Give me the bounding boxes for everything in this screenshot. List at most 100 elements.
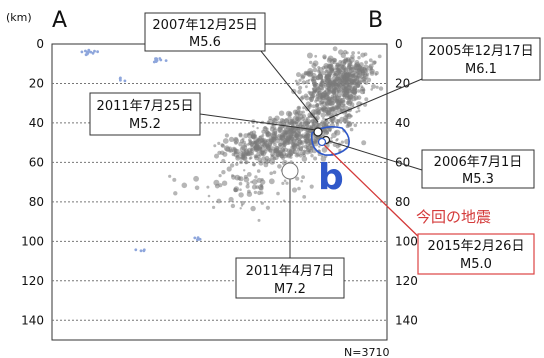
hypocenter-dot [282, 132, 289, 139]
hypocenter-dot [253, 145, 258, 150]
hypocenter-dot [214, 153, 219, 159]
hypocenter-dot [341, 82, 346, 87]
hypocenter-dot [309, 146, 314, 150]
hypocenter-dot [207, 194, 211, 198]
hypocenter-dot [300, 95, 305, 100]
hypocenter-dot [253, 134, 258, 138]
y-tick-right: 0 [395, 37, 403, 51]
hypocenter-dot [342, 93, 347, 98]
small-hypocenter-dot [123, 79, 127, 83]
hypocenter-dot [278, 142, 283, 147]
hypocenter-dot [220, 143, 225, 147]
hypocenter-dot [329, 129, 332, 133]
hypocenter-dot [244, 161, 248, 165]
hypocenter-dot [265, 205, 270, 210]
hypocenter-dot [338, 60, 343, 64]
hypocenter-dot [234, 141, 238, 145]
hypocenter-dot [336, 77, 339, 81]
hypocenter-dot [222, 151, 228, 157]
hypocenter-dot [213, 144, 217, 148]
hypocenter-dot [326, 72, 331, 77]
y-tick-left: 120 [21, 274, 44, 288]
label-2006: 2006年7月1日 M5.3 [421, 149, 535, 189]
hypocenter-dot [233, 136, 239, 142]
hypocenter-dot [371, 84, 376, 89]
hypocenter-dot [173, 191, 178, 196]
hypocenter-dot [300, 179, 304, 183]
hypocenter-dot [262, 142, 267, 147]
hypocenter-dot [342, 103, 346, 107]
hypocenter-dot [363, 52, 368, 57]
hypocenter-dot [233, 187, 238, 193]
hypocenter-dot [313, 156, 318, 161]
hypocenter-dot [360, 86, 365, 92]
hypocenter-dot [306, 148, 311, 153]
hypocenter-dot [172, 177, 177, 182]
hypocenter-dot [286, 148, 292, 154]
y-tick-right: 80 [395, 195, 410, 209]
hypocenter-dot [217, 141, 221, 145]
hypocenter-dot [253, 154, 258, 159]
small-hypocenter-dot [139, 249, 143, 253]
hypocenter-dot [298, 85, 303, 90]
hypocenter-dot [309, 119, 314, 124]
hypocenter-dot [181, 182, 188, 189]
y-tick-right: 120 [395, 274, 418, 288]
hypocenter-dot [273, 154, 279, 161]
leader-2006 [328, 140, 423, 171]
hypocenter-dot [294, 133, 300, 138]
hypocenter-dot [294, 111, 300, 117]
hypocenter-dot [352, 85, 356, 89]
hypocenter-dot [321, 147, 328, 153]
hypocenter-dot [314, 54, 318, 58]
hypocenter-dot [311, 104, 316, 109]
hypocenter-dot [343, 79, 347, 83]
hypocenter-dot [294, 152, 300, 158]
hypocenter-dot [325, 76, 329, 80]
hypocenter-dot [285, 181, 289, 185]
hypocenter-dot [364, 97, 369, 102]
hypocenter-dot [258, 160, 264, 166]
leader-2005 [324, 78, 423, 121]
hypocenter-dot [239, 207, 242, 210]
hypocenter-dot [339, 97, 346, 104]
hypocenter-dot [378, 86, 384, 91]
hypocenter-dot [239, 139, 245, 144]
hypocenter-dot [344, 119, 348, 123]
hypocenter-dot [300, 149, 306, 156]
hypocenter-dot [309, 184, 314, 189]
label-2015: 2015年2月26日 M5.0 [417, 233, 535, 275]
hypocenter-dot [326, 63, 332, 69]
hypocenter-dot [274, 115, 280, 121]
hypocenter-dot [326, 57, 333, 63]
hypocenter-dot [305, 101, 311, 107]
hypocenter-dot [239, 160, 244, 165]
small-hypocenter-dot [91, 51, 95, 55]
y-tick-left: 40 [29, 116, 44, 130]
hypocenter-dot [326, 96, 332, 102]
hypocenter-dot [256, 169, 261, 173]
hypocenter-dot [246, 191, 253, 197]
small-hypocenter-dot [158, 57, 162, 60]
hypocenter-dot [289, 118, 295, 124]
hypocenter-dot [363, 64, 369, 70]
hypocenter-dot [302, 195, 307, 199]
svg-text:2006年7月1日: 2006年7月1日 [434, 155, 523, 170]
hypocenter-dot [332, 142, 337, 147]
hypocenter-dot [228, 136, 235, 142]
hypocenter-dot [321, 78, 326, 84]
hypocenter-dot [355, 76, 360, 80]
hypocenter-dot [287, 111, 293, 117]
hypocenter-dot [322, 117, 325, 120]
hypocenter-dot [259, 153, 262, 157]
hypocenter-dot [270, 155, 275, 160]
hypocenter-dot [260, 191, 264, 195]
hypocenter-dot [243, 133, 249, 139]
hypocenter-dot [216, 198, 222, 204]
hypocenter-dot [278, 124, 284, 130]
hypocenter-dot [311, 62, 317, 69]
hypocenter-dot [250, 205, 256, 212]
hypocenter-dot [260, 201, 264, 205]
y-tick-right: 20 [395, 76, 410, 90]
small-hypocenter-dot [154, 57, 157, 61]
